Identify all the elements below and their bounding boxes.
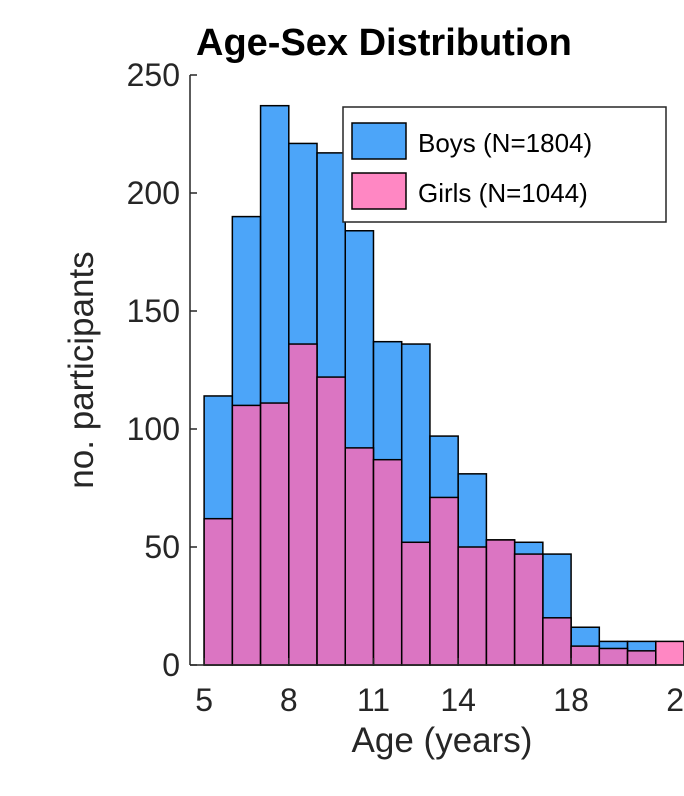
x-tick-label-14: 14 xyxy=(440,682,476,718)
legend: Boys (N=1804) Girls (N=1044) xyxy=(342,106,667,223)
y-tick-label-200: 200 xyxy=(127,175,180,211)
y-ticks: 0 50 100 150 200 250 xyxy=(127,57,197,683)
legend-label-girls: Girls (N=1044) xyxy=(418,178,588,208)
bar-girls-8 xyxy=(288,343,318,666)
y-tick-label-0: 0 xyxy=(162,647,180,683)
legend-swatch-girls xyxy=(351,172,407,210)
bar-girls-18 xyxy=(570,645,601,666)
x-ticks: 5 8 11 14 18 22 xyxy=(195,658,684,718)
y-tick-label-150: 150 xyxy=(127,293,180,329)
bar-girls-16 xyxy=(513,553,544,666)
bar-girls-9 xyxy=(316,376,347,666)
bar-girls-10 xyxy=(344,447,375,666)
bar-girls-5 xyxy=(203,517,234,666)
bar-girls-21 xyxy=(655,640,684,666)
x-tick-label-5: 5 xyxy=(195,682,213,718)
x-axis-label: Age (years) xyxy=(352,721,533,760)
bar-girls-7 xyxy=(259,402,290,666)
bar-girls-12 xyxy=(400,541,431,666)
y-tick-label-100: 100 xyxy=(127,411,180,447)
x-tick-label-18: 18 xyxy=(553,682,589,718)
bar-girls-17 xyxy=(542,617,572,666)
bar-girls-13 xyxy=(429,496,459,666)
girls-series xyxy=(203,343,684,666)
legend-label-boys: Boys (N=1804) xyxy=(418,128,592,158)
x-tick-label-22: 22 xyxy=(666,682,684,718)
bar-girls-20 xyxy=(626,650,657,666)
y-tick-label-250: 250 xyxy=(127,57,180,93)
x-tick-label-8: 8 xyxy=(280,682,298,718)
bar-girls-6 xyxy=(231,404,262,666)
y-axis-label: no. participants xyxy=(62,251,101,488)
bar-girls-19 xyxy=(598,647,629,666)
bar-girls-14 xyxy=(457,546,488,666)
chart-title: Age-Sex Distribution xyxy=(196,22,572,64)
x-tick-label-11: 11 xyxy=(357,682,390,718)
bar-girls-11 xyxy=(372,458,403,666)
y-tick-label-50: 50 xyxy=(144,529,180,565)
legend-swatch-boys xyxy=(351,122,407,160)
bar-girls-15 xyxy=(485,539,516,666)
